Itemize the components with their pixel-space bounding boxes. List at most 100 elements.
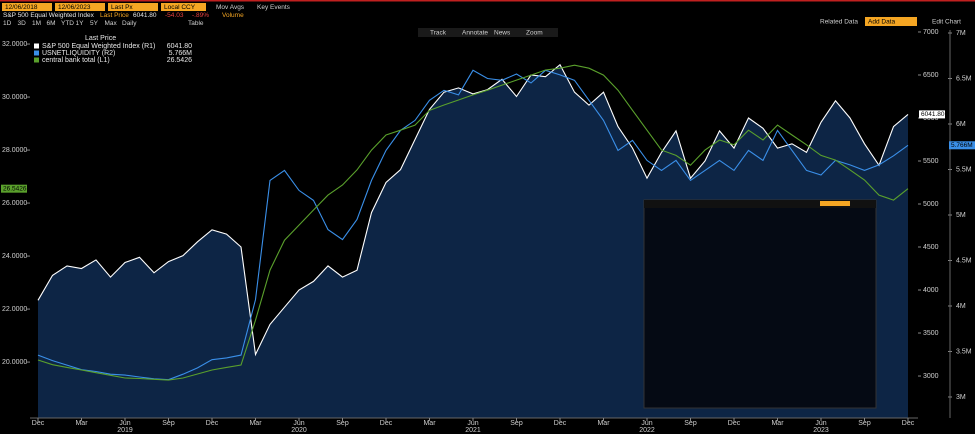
- y2-tick-label: 7000: [923, 29, 939, 36]
- toolbar: [418, 28, 558, 37]
- y-tick-label: 24.0000: [2, 253, 27, 260]
- x-tick-label: Sep: [684, 420, 697, 427]
- y3-tick-label: 6.5M: [956, 75, 972, 82]
- x-tick-label: Mar: [423, 420, 436, 427]
- y3-tick-label: 3M: [956, 394, 966, 401]
- tool-button[interactable]: Track: [430, 30, 447, 37]
- period-button[interactable]: 1Y: [76, 20, 85, 27]
- related-data[interactable]: Related Data: [820, 19, 858, 26]
- year-label: 2019: [117, 427, 133, 434]
- period-button[interactable]: 6M: [47, 20, 56, 27]
- y3-tick-label: 4M: [956, 303, 966, 310]
- y3-tick-label: 7M: [956, 30, 966, 37]
- x-tick-label: Jun: [119, 420, 130, 427]
- x-tick-label: Mar: [597, 420, 610, 427]
- volume: Volume: [222, 12, 244, 19]
- y-tick-label: 22.0000: [2, 306, 27, 313]
- start-date-box[interactable]: [2, 3, 52, 11]
- x-tick-label: Mar: [771, 420, 784, 427]
- x-tick-label: Dec: [380, 420, 393, 427]
- y-tick-label: 20.0000: [2, 359, 27, 366]
- last-value-label: 26.5426: [3, 185, 27, 192]
- period-button[interactable]: 1D: [3, 20, 12, 27]
- period-button[interactable]: 1M: [32, 20, 41, 27]
- legend-title: Last Price: [85, 35, 116, 42]
- legend-label: USNETLIQUIDITY (R2): [42, 50, 115, 57]
- add-data[interactable]: Add Data: [868, 19, 895, 26]
- x-tick-label: Jun: [467, 420, 478, 427]
- legend-label: S&P 500 Equal Weighted Index (R1): [42, 43, 155, 50]
- inset-panel: [643, 199, 877, 409]
- x-tick-label: Sep: [858, 420, 871, 427]
- end-date-box[interactable]: [55, 3, 105, 11]
- year-label: 2020: [291, 427, 307, 434]
- y-tick-label: 28.0000: [2, 147, 27, 154]
- tool-button[interactable]: News: [494, 30, 511, 37]
- y3-tick-label: 3.5M: [956, 348, 972, 355]
- legend-swatch: [34, 43, 39, 49]
- tool-button[interactable]: Annotate: [462, 30, 488, 37]
- period-button[interactable]: YTD: [61, 20, 74, 27]
- period-button[interactable]: 3D: [18, 20, 27, 27]
- start-date[interactable]: 12/06/2018: [5, 4, 38, 11]
- series-line: [37, 69, 909, 381]
- y-tick-label: 30.0000: [2, 94, 27, 101]
- x-tick-label: Dec: [206, 420, 219, 427]
- change-pct: -.89%: [192, 12, 209, 19]
- frequency[interactable]: Daily: [122, 20, 137, 27]
- y2-tick-label: 3500: [923, 330, 939, 337]
- last-value-label: 5.766M: [951, 142, 973, 149]
- last-value-tag: [919, 110, 945, 119]
- year-label: 2022: [639, 427, 655, 434]
- table-button[interactable]: Table: [188, 20, 204, 27]
- legend-value: 5.766M: [169, 50, 193, 57]
- y3-tick-label: 5M: [956, 212, 966, 219]
- field-box[interactable]: [108, 3, 158, 11]
- y2-tick-label: 3000: [923, 373, 939, 380]
- x-tick-label: Sep: [336, 420, 349, 427]
- last-value-tag: [949, 141, 975, 150]
- x-tick-label: Mar: [75, 420, 88, 427]
- last-price: 6041.80: [133, 12, 157, 19]
- edit-chart[interactable]: Edit Chart: [932, 19, 961, 26]
- last-value-tag: [1, 184, 27, 193]
- y3-tick-label: 5.5M: [956, 166, 972, 173]
- x-tick-label: Jun: [641, 420, 652, 427]
- x-tick-label: Jun: [293, 420, 304, 427]
- currency[interactable]: Local CCY: [164, 4, 196, 11]
- security: S&P 500 Equal Weighted Index: [3, 12, 95, 19]
- legend-swatch: [34, 57, 39, 63]
- last-price-label: Last Price: [100, 12, 129, 19]
- x-tick-label: Sep: [510, 420, 523, 427]
- change: -54.03: [165, 12, 184, 19]
- legend-value: 6041.80: [167, 43, 192, 50]
- legend-value: 26.5426: [167, 57, 192, 64]
- y3-tick-label: 4.5M: [956, 257, 972, 264]
- x-tick-label: Sep: [162, 420, 175, 427]
- mov-avgs[interactable]: Mov Avgs: [216, 4, 245, 11]
- x-tick-label: Dec: [902, 420, 915, 427]
- inset-button: [820, 201, 850, 206]
- series-line: [37, 64, 909, 381]
- currency-box[interactable]: [161, 3, 206, 11]
- last-value-label: 6041.80: [921, 111, 945, 118]
- x-tick-label: Mar: [249, 420, 262, 427]
- y-tick-label: 32.0000: [2, 41, 27, 48]
- y2-tick-label: 5500: [923, 158, 939, 165]
- period-button[interactable]: 5Y: [90, 20, 99, 27]
- add-data-box[interactable]: [865, 17, 917, 26]
- series-line: [37, 63, 909, 357]
- tool-button[interactable]: Zoom: [526, 30, 543, 37]
- end-date[interactable]: 12/06/2023: [58, 4, 91, 11]
- period-button[interactable]: Max: [105, 20, 118, 27]
- key-events[interactable]: Key Events: [257, 4, 291, 11]
- year-label: 2021: [465, 427, 481, 434]
- x-tick-label: Dec: [554, 420, 567, 427]
- field[interactable]: Last Px: [111, 4, 133, 11]
- y3-tick-label: 6M: [956, 121, 966, 128]
- legend-label: central bank total (L1): [42, 57, 110, 64]
- y2-tick-label: 6500: [923, 72, 939, 79]
- inset-header: [644, 200, 876, 208]
- y2-tick-label: 4500: [923, 244, 939, 251]
